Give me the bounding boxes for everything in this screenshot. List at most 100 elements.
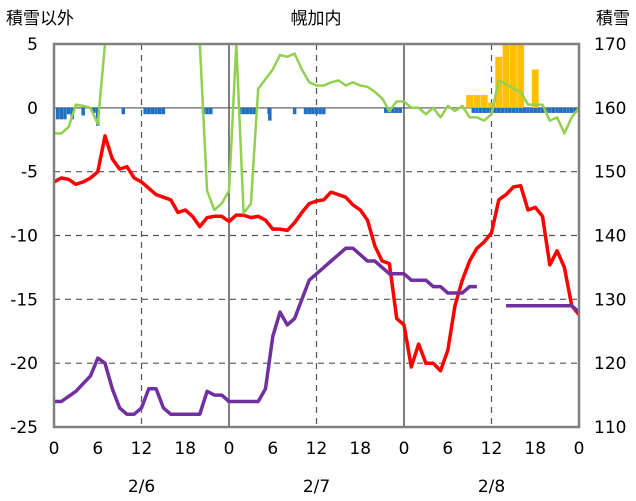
negative-bar <box>493 107 497 113</box>
x-tick-label: 6 <box>267 439 278 459</box>
negative-bar <box>391 107 395 113</box>
x-tick-label: 6 <box>442 439 453 459</box>
positive-bar <box>531 69 539 108</box>
left-tick-label: -10 <box>10 227 38 247</box>
left-tick-label: 0 <box>27 99 38 119</box>
x-tick-label: 12 <box>481 439 503 459</box>
negative-bar <box>63 107 67 120</box>
left-tick-label: -20 <box>10 354 38 374</box>
x-tick-label: 0 <box>49 439 60 459</box>
right-tick-label: 160 <box>594 99 626 119</box>
negative-bar <box>482 107 486 113</box>
positive-bar <box>480 95 488 108</box>
negative-bar <box>518 107 523 113</box>
negative-bar <box>209 107 213 115</box>
right-axis-title: 積雪 <box>596 9 630 29</box>
right-tick-label: 120 <box>594 354 626 374</box>
series-line-3 <box>54 44 579 215</box>
negative-bar <box>154 107 158 115</box>
negative-bar <box>394 107 399 113</box>
negative-bar <box>59 107 64 120</box>
negative-bar <box>249 107 253 115</box>
negative-bar <box>318 107 322 115</box>
plot-frame <box>52 42 581 429</box>
negative-bar <box>241 107 246 115</box>
negative-bar <box>529 107 534 113</box>
negative-bar <box>307 107 311 115</box>
negative-bar <box>143 107 147 115</box>
negative-bar <box>311 107 315 115</box>
date-label: 2/8 <box>478 477 505 497</box>
negative-bar <box>121 107 126 115</box>
positive-bar <box>517 44 525 108</box>
date-label: 2/6 <box>128 477 155 497</box>
negative-bar <box>398 107 403 113</box>
negative-bar <box>55 107 60 120</box>
left-tick-label: 5 <box>27 35 38 55</box>
right-tick-label: 150 <box>594 163 626 183</box>
negative-bar <box>157 107 162 115</box>
series-line-1 <box>54 134 579 373</box>
negative-bar <box>92 107 96 113</box>
negative-bar <box>569 107 574 113</box>
negative-bar <box>533 107 537 113</box>
x-tick-label: 18 <box>174 439 196 459</box>
x-tick-label: 0 <box>574 439 585 459</box>
negative-bar <box>205 107 209 115</box>
right-tick-label: 140 <box>594 227 626 247</box>
negative-bar <box>515 107 519 113</box>
left-axis-title: 積雪以外 <box>6 9 74 29</box>
negative-bar <box>526 107 530 113</box>
negative-bar <box>500 107 505 113</box>
negative-bar <box>537 107 541 113</box>
negative-bar <box>314 107 319 115</box>
x-tick-label: 6 <box>92 439 103 459</box>
negative-bar <box>540 107 545 113</box>
left-tick-label: -5 <box>21 163 38 183</box>
right-tick-label: 110 <box>594 418 626 438</box>
negative-bar <box>507 107 512 113</box>
negative-bar <box>150 107 155 115</box>
negative-bar <box>504 107 508 113</box>
negative-bar <box>522 107 527 113</box>
date-label: 2/7 <box>303 477 330 497</box>
negative-bar <box>384 107 388 113</box>
negative-bar <box>559 107 563 113</box>
negative-bar <box>511 107 516 113</box>
x-tick-label: 12 <box>131 439 153 459</box>
negative-bar <box>486 107 490 113</box>
positive-bar <box>488 102 495 108</box>
negative-bar <box>555 107 559 113</box>
negative-bar <box>475 107 479 113</box>
negative-bar <box>245 107 249 115</box>
x-tick-label: 18 <box>349 439 371 459</box>
positive-bar <box>473 95 481 108</box>
negative-bar <box>66 107 71 115</box>
x-tick-label: 18 <box>524 439 546 459</box>
series-line-2 <box>54 246 579 416</box>
negative-bar <box>268 107 272 121</box>
negative-bar <box>551 107 556 113</box>
chart-title: 幌加内 <box>291 9 342 29</box>
negative-bar <box>147 107 151 115</box>
lines <box>54 44 579 416</box>
right-tick-label: 130 <box>594 290 626 310</box>
negative-bar <box>562 107 567 113</box>
positive-bar <box>466 95 474 108</box>
negative-bar <box>161 107 166 115</box>
positive-bar <box>502 44 510 108</box>
positive-bar <box>509 44 517 108</box>
left-tick-label: -25 <box>10 418 38 438</box>
negative-bar <box>497 107 501 113</box>
negative-bar <box>548 107 552 113</box>
x-tick-label: 0 <box>224 439 235 459</box>
negative-bar <box>252 107 257 115</box>
negative-bar <box>303 107 308 115</box>
x-tick-label: 12 <box>306 439 328 459</box>
negative-bar <box>322 107 326 115</box>
negative-bar <box>81 107 85 116</box>
negative-bar <box>573 107 578 113</box>
left-tick-label: -15 <box>10 290 38 310</box>
